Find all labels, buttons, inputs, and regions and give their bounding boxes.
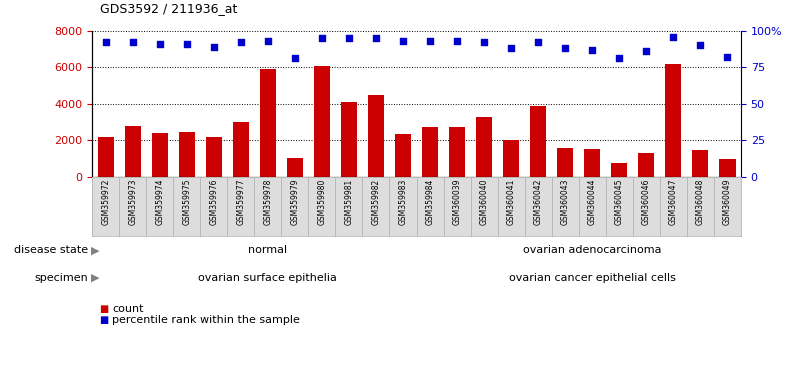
Text: specimen: specimen (34, 273, 88, 283)
Text: GSM359979: GSM359979 (291, 179, 300, 225)
Text: ■: ■ (99, 315, 109, 325)
Text: ovarian surface epithelia: ovarian surface epithelia (199, 273, 337, 283)
Text: GSM360041: GSM360041 (507, 179, 516, 225)
Bar (584, 149, 601, 177)
Point (505, 45, 517, 51)
Bar (449, 127, 465, 177)
Text: count: count (112, 304, 143, 314)
Bar (287, 158, 303, 177)
Text: GSM359978: GSM359978 (264, 179, 272, 225)
Point (451, 38, 464, 44)
Text: GSM360040: GSM360040 (480, 179, 489, 225)
Text: ovarian cancer epithelial cells: ovarian cancer epithelial cells (509, 273, 676, 283)
Point (721, 54, 734, 60)
Point (532, 39, 545, 45)
Text: normal: normal (248, 245, 288, 255)
Text: GSM359973: GSM359973 (128, 179, 137, 225)
Bar (151, 133, 168, 177)
Bar (611, 163, 627, 177)
Bar (341, 102, 357, 177)
Point (180, 41, 193, 47)
Point (235, 39, 248, 45)
Text: GSM360039: GSM360039 (453, 179, 461, 225)
Point (667, 33, 680, 40)
Text: GSM359981: GSM359981 (344, 179, 353, 225)
Text: GSM360043: GSM360043 (561, 179, 570, 225)
Bar (314, 66, 330, 177)
Point (316, 35, 328, 41)
Bar (395, 134, 411, 177)
Bar (206, 136, 222, 177)
Point (396, 38, 409, 44)
Point (207, 44, 220, 50)
Bar (638, 153, 654, 177)
Text: GSM360046: GSM360046 (642, 179, 650, 225)
Text: GSM360045: GSM360045 (615, 179, 624, 225)
Text: GSM359974: GSM359974 (155, 179, 164, 225)
Text: GSM359977: GSM359977 (236, 179, 245, 225)
Point (477, 39, 490, 45)
Bar (719, 159, 735, 177)
Point (153, 41, 166, 47)
Bar (503, 140, 519, 177)
Text: ■: ■ (99, 304, 109, 314)
Bar (692, 150, 709, 177)
Point (127, 39, 139, 45)
Text: GSM359983: GSM359983 (399, 179, 408, 225)
Bar (557, 148, 574, 177)
Point (99, 39, 112, 45)
Text: GSM360049: GSM360049 (723, 179, 732, 225)
Bar (530, 106, 546, 177)
Text: GSM359982: GSM359982 (372, 179, 380, 225)
Text: percentile rank within the sample: percentile rank within the sample (112, 315, 300, 325)
Point (559, 45, 572, 51)
Point (369, 35, 382, 41)
Text: GSM360048: GSM360048 (696, 179, 705, 225)
Bar (422, 127, 438, 177)
Point (261, 38, 274, 44)
Bar (260, 69, 276, 177)
Bar (368, 96, 384, 177)
Point (288, 55, 301, 61)
Point (586, 46, 598, 53)
Text: ▶: ▶ (91, 273, 99, 283)
Text: GSM359984: GSM359984 (425, 179, 434, 225)
Bar (125, 126, 141, 177)
Point (343, 35, 356, 41)
Point (424, 38, 437, 44)
Bar (665, 63, 682, 177)
Text: GSM359980: GSM359980 (317, 179, 326, 225)
Text: GDS3592 / 211936_at: GDS3592 / 211936_at (100, 2, 238, 15)
Text: ▶: ▶ (91, 245, 99, 255)
Text: GSM360047: GSM360047 (669, 179, 678, 225)
Text: GSM359976: GSM359976 (209, 179, 218, 225)
Text: disease state: disease state (14, 245, 88, 255)
Point (694, 42, 706, 48)
Bar (179, 132, 195, 177)
Text: GSM360044: GSM360044 (588, 179, 597, 225)
Text: ovarian adenocarcinoma: ovarian adenocarcinoma (523, 245, 662, 255)
Bar (98, 136, 114, 177)
Text: GSM359975: GSM359975 (183, 179, 191, 225)
Point (640, 48, 653, 54)
Point (613, 55, 626, 61)
Bar (233, 122, 249, 177)
Bar (476, 118, 492, 177)
Text: GSM360042: GSM360042 (533, 179, 542, 225)
Text: GSM359972: GSM359972 (101, 179, 110, 225)
